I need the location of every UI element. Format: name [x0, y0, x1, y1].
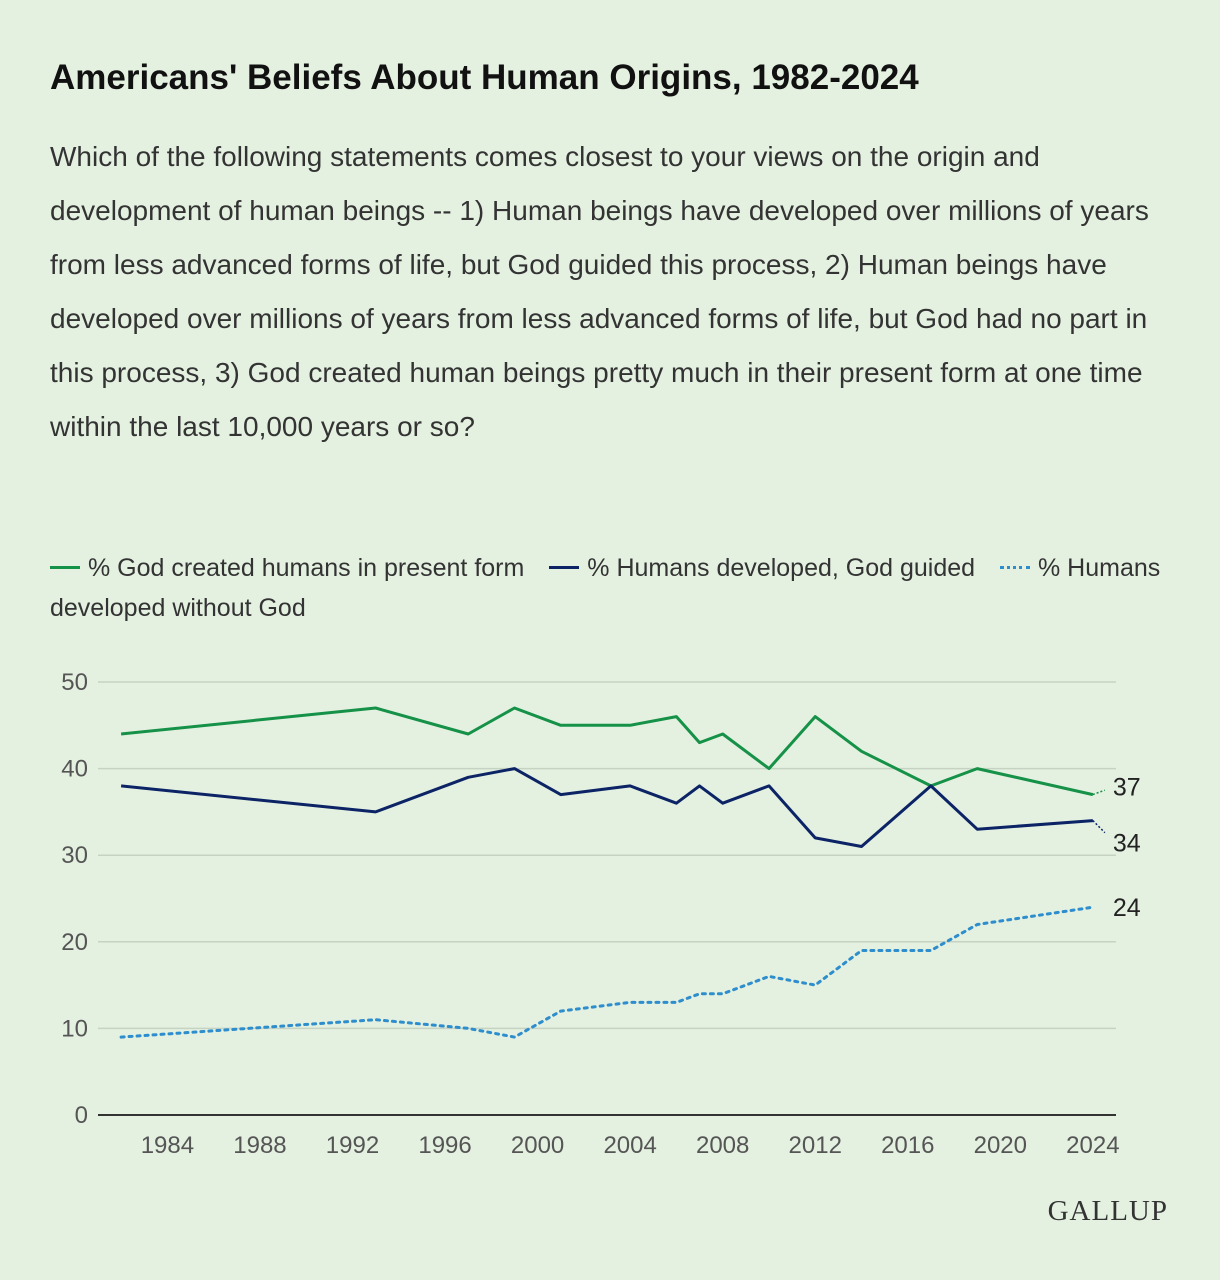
- end-labels: 37 34 24: [1092, 774, 1141, 922]
- legend-label-present-form: % God created humans in present form: [88, 554, 525, 582]
- chart-legend: % God created humans in present form % H…: [50, 548, 1180, 628]
- end-label-leader-0: [1092, 789, 1106, 796]
- gridlines: [98, 681, 1116, 1030]
- y-tick-label: 40: [61, 756, 88, 783]
- x-tick-label: 1996: [418, 1132, 471, 1159]
- end-label-leader-1: [1092, 820, 1106, 834]
- end-label-2: 24: [1113, 894, 1141, 922]
- series-line-2: [119, 905, 1095, 1039]
- legend-swatch-without-god: [1000, 565, 1030, 569]
- legend-label-without-god: % Humans developed without God: [50, 554, 1161, 622]
- legend-item-god-guided: % Humans developed, God guided: [549, 554, 982, 582]
- y-tick-label: 0: [75, 1102, 88, 1129]
- x-tick-label: 2016: [881, 1132, 934, 1159]
- chart-title: Americans' Beliefs About Human Origins, …: [50, 58, 919, 97]
- gallup-logo: GALLUP: [1047, 1195, 1168, 1227]
- x-tick-label: 2008: [696, 1132, 749, 1159]
- y-tick-label: 50: [61, 669, 88, 696]
- x-tick-label: 1984: [141, 1132, 194, 1159]
- legend-swatch-god-guided: [549, 565, 580, 569]
- series-line-0: [120, 706, 1094, 797]
- legend-item-present-form: % God created humans in present form: [50, 554, 531, 582]
- y-tick-label: 10: [61, 1015, 88, 1042]
- series-line-1: [120, 767, 1094, 848]
- legend-swatch-present-form: [50, 565, 80, 569]
- y-tick-label: 20: [61, 929, 88, 956]
- x-tick-label: 2012: [789, 1132, 842, 1159]
- y-tick-label: 30: [61, 842, 88, 869]
- x-tick-label: 2000: [511, 1132, 564, 1159]
- x-tick-label: 1988: [233, 1132, 286, 1159]
- x-tick-label: 2004: [603, 1132, 656, 1159]
- chart-subtitle: Which of the following statements comes …: [50, 141, 1149, 442]
- x-tick-label: 2024: [1066, 1132, 1119, 1159]
- series-lines: [119, 706, 1095, 1039]
- legend-label-god-guided: % Humans developed, God guided: [587, 554, 976, 582]
- end-label-1: 34: [1113, 830, 1141, 858]
- end-label-0: 37: [1113, 774, 1141, 802]
- x-tick-label: 2020: [974, 1132, 1027, 1159]
- legend-item-without-god: % Humans developed without God: [50, 554, 1160, 622]
- axes: 0 10 20 30 40 50 1984 1988 1992 1996 2000 2004 2008 2…: [61, 669, 1119, 1159]
- x-tick-label: 1992: [326, 1132, 379, 1159]
